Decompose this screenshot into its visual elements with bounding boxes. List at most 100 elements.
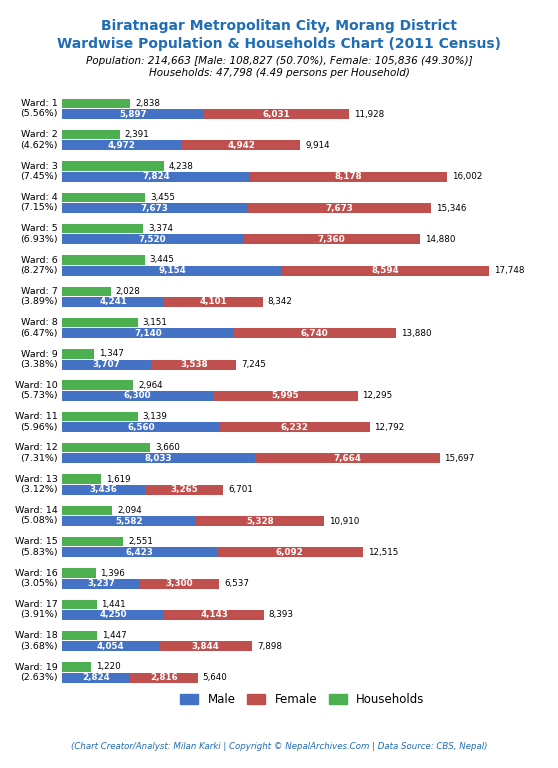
Text: (Chart Creator/Analyst: Milan Karki | Copyright © NepalArchives.Com | Data Sourc: (Chart Creator/Analyst: Milan Karki | Co… [71, 742, 487, 751]
Text: 2,094: 2,094 [117, 506, 142, 515]
Bar [62, 130, 119, 140]
Bar [214, 391, 358, 401]
Bar [62, 380, 133, 390]
Bar [282, 266, 489, 276]
Text: 8,393: 8,393 [269, 611, 294, 620]
Bar [140, 578, 219, 588]
Bar [62, 286, 111, 296]
Bar [62, 109, 204, 119]
Bar [62, 568, 95, 578]
Bar [62, 203, 247, 213]
Bar [62, 516, 196, 526]
Text: 6,560: 6,560 [127, 422, 155, 432]
Text: 7,360: 7,360 [318, 235, 345, 243]
Text: 2,816: 2,816 [150, 673, 177, 682]
Text: 3,151: 3,151 [143, 318, 167, 327]
Bar [62, 318, 138, 327]
Text: 2,824: 2,824 [82, 673, 110, 682]
Text: 2,391: 2,391 [124, 131, 149, 139]
Text: 12,295: 12,295 [363, 392, 393, 400]
Text: 4,942: 4,942 [227, 141, 255, 150]
Legend: Male, Female, Households: Male, Female, Households [176, 688, 429, 710]
Text: 3,455: 3,455 [150, 193, 175, 202]
Bar [217, 548, 363, 558]
Text: 11,928: 11,928 [354, 110, 384, 118]
Text: 9,154: 9,154 [158, 266, 186, 275]
Text: 15,697: 15,697 [444, 454, 475, 463]
Text: 2,964: 2,964 [138, 381, 163, 389]
Bar [62, 297, 164, 307]
Bar [62, 328, 234, 338]
Bar [181, 141, 300, 151]
Text: 7,664: 7,664 [334, 454, 362, 463]
Text: 1,441: 1,441 [102, 600, 126, 609]
Text: 12,515: 12,515 [368, 548, 398, 557]
Bar [243, 234, 420, 244]
Text: 4,250: 4,250 [99, 611, 127, 620]
Text: 5,897: 5,897 [119, 110, 147, 118]
Bar [62, 193, 145, 202]
Text: 16,002: 16,002 [451, 172, 482, 181]
Text: Wardwise Population & Households Chart (2011 Census): Wardwise Population & Households Chart (… [57, 37, 501, 51]
Bar [62, 255, 145, 265]
Bar [62, 548, 217, 558]
Text: 7,673: 7,673 [325, 204, 353, 213]
Bar [62, 224, 143, 233]
Text: 3,139: 3,139 [142, 412, 167, 421]
Bar [62, 475, 101, 484]
Text: 5,640: 5,640 [203, 673, 227, 682]
Text: 8,342: 8,342 [267, 297, 292, 306]
Bar [62, 161, 164, 170]
Text: 3,707: 3,707 [93, 360, 121, 369]
Text: 4,972: 4,972 [108, 141, 136, 150]
Text: 6,423: 6,423 [126, 548, 153, 557]
Bar [62, 578, 140, 588]
Bar [62, 443, 150, 452]
Bar [62, 600, 97, 609]
Text: 10,910: 10,910 [329, 517, 359, 525]
Text: 1,396: 1,396 [100, 568, 125, 578]
Text: 14,880: 14,880 [425, 235, 455, 243]
Text: 3,844: 3,844 [192, 642, 220, 650]
Bar [62, 453, 255, 463]
Text: 7,673: 7,673 [141, 204, 169, 213]
Bar [62, 610, 164, 620]
Text: 8,178: 8,178 [335, 172, 362, 181]
Text: 5,582: 5,582 [116, 517, 143, 525]
Bar [255, 453, 440, 463]
Text: 1,447: 1,447 [102, 631, 127, 640]
Text: 7,245: 7,245 [241, 360, 266, 369]
Text: 12,792: 12,792 [374, 422, 405, 432]
Bar [62, 631, 97, 641]
Text: 7,824: 7,824 [142, 172, 170, 181]
Text: 5,995: 5,995 [272, 392, 300, 400]
Text: 17,748: 17,748 [494, 266, 524, 275]
Bar [62, 234, 243, 244]
Text: 4,101: 4,101 [199, 297, 227, 306]
Bar [62, 141, 181, 151]
Bar [62, 266, 282, 276]
Text: 4,238: 4,238 [169, 161, 194, 170]
Bar [234, 328, 396, 338]
Text: 3,265: 3,265 [170, 485, 198, 495]
Bar [250, 172, 447, 182]
Text: 7,140: 7,140 [134, 329, 162, 338]
Bar [62, 422, 220, 432]
Bar [204, 109, 349, 119]
Text: 5,328: 5,328 [247, 517, 274, 525]
Bar [220, 422, 369, 432]
Text: Biratnagar Metropolitan City, Morang District: Biratnagar Metropolitan City, Morang Dis… [101, 19, 457, 33]
Bar [62, 391, 214, 401]
Text: 3,436: 3,436 [89, 485, 117, 495]
Bar [160, 641, 252, 651]
Text: 6,092: 6,092 [276, 548, 304, 557]
Bar [145, 485, 223, 495]
Text: 6,232: 6,232 [281, 422, 309, 432]
Bar [151, 359, 236, 369]
Text: 6,701: 6,701 [228, 485, 253, 495]
Text: 7,520: 7,520 [138, 235, 166, 243]
Text: 1,619: 1,619 [106, 475, 131, 484]
Text: 3,237: 3,237 [87, 579, 115, 588]
Bar [130, 673, 198, 683]
Text: 6,031: 6,031 [262, 110, 290, 118]
